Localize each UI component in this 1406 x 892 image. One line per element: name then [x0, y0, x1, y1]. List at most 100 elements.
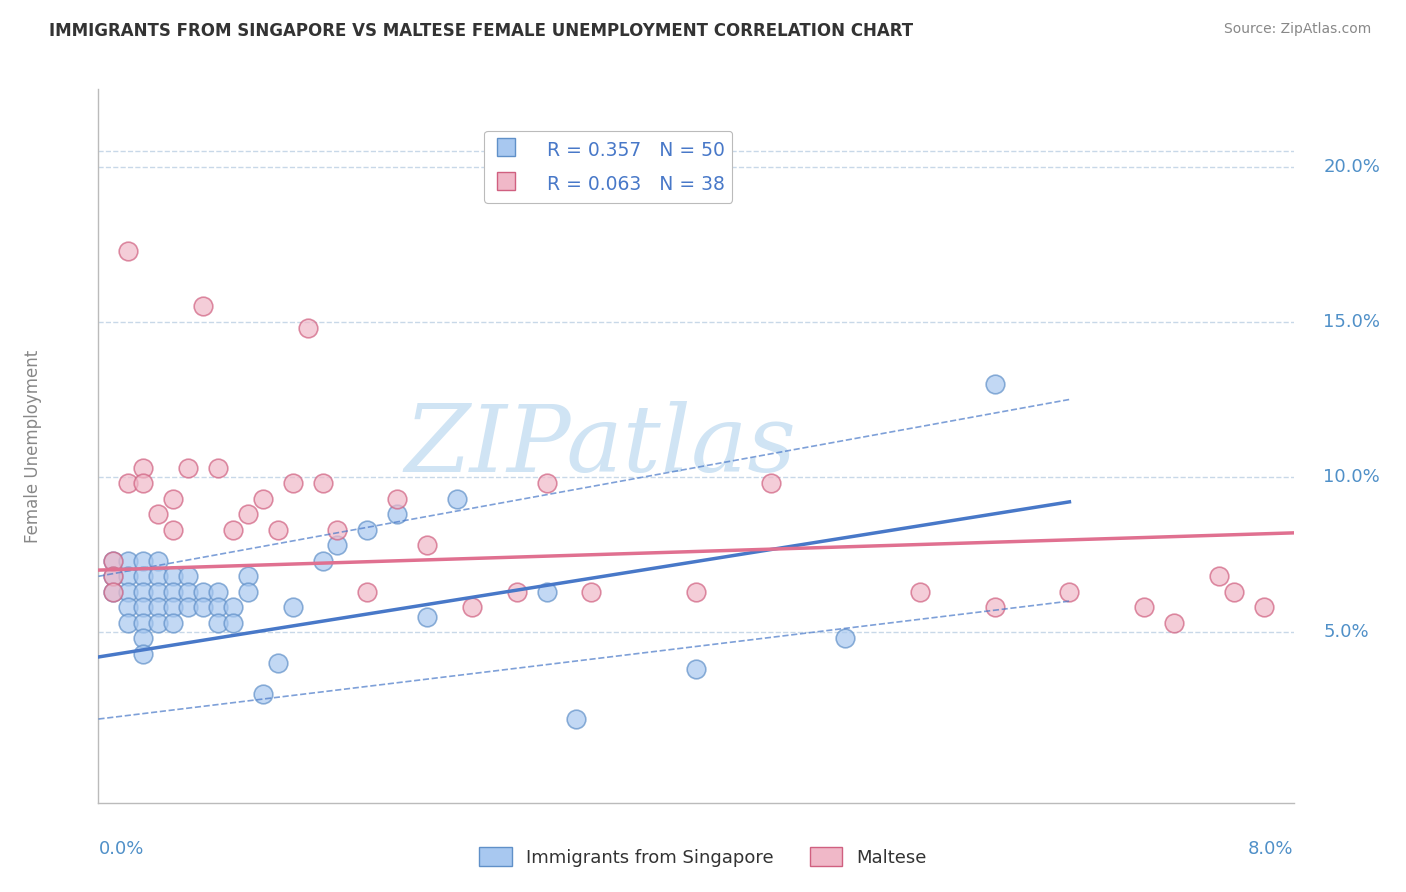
- Point: [236, 569, 259, 583]
- Point: [148, 615, 170, 630]
- Point: [267, 656, 290, 670]
- Point: [191, 584, 214, 599]
- Point: [177, 569, 200, 583]
- Text: ZIPatlas: ZIPatlas: [405, 401, 796, 491]
- Point: [162, 569, 184, 583]
- Point: [1163, 615, 1185, 630]
- Point: [385, 491, 409, 506]
- Point: [103, 569, 125, 583]
- Point: [117, 244, 139, 258]
- Point: [356, 584, 378, 599]
- Point: [117, 569, 139, 583]
- Point: [117, 554, 139, 568]
- Text: Source: ZipAtlas.com: Source: ZipAtlas.com: [1223, 22, 1371, 37]
- Point: [103, 554, 125, 568]
- Point: [177, 584, 200, 599]
- Point: [162, 523, 184, 537]
- Point: [222, 600, 245, 615]
- Point: [103, 584, 125, 599]
- Point: [1059, 584, 1081, 599]
- Point: [162, 615, 184, 630]
- Legend: Immigrants from Singapore, Maltese: Immigrants from Singapore, Maltese: [472, 840, 934, 874]
- Point: [385, 508, 409, 522]
- Point: [117, 584, 139, 599]
- Point: [281, 600, 304, 615]
- Point: [1222, 584, 1246, 599]
- Text: 5.0%: 5.0%: [1323, 624, 1369, 641]
- Point: [236, 508, 259, 522]
- Point: [132, 569, 155, 583]
- Point: [565, 712, 588, 726]
- Point: [281, 476, 304, 491]
- Point: [117, 615, 139, 630]
- Point: [311, 476, 333, 491]
- Point: [1253, 600, 1275, 615]
- Point: [207, 460, 229, 475]
- Point: [103, 569, 125, 583]
- Point: [581, 584, 603, 599]
- Point: [222, 615, 245, 630]
- Point: [356, 523, 378, 537]
- Point: [252, 491, 274, 506]
- Point: [908, 584, 931, 599]
- Point: [983, 600, 1005, 615]
- Legend:   R = 0.357   N = 50,   R = 0.063   N = 38: R = 0.357 N = 50, R = 0.063 N = 38: [484, 131, 733, 203]
- Text: 15.0%: 15.0%: [1323, 313, 1381, 331]
- Point: [207, 600, 229, 615]
- Point: [177, 600, 200, 615]
- Point: [132, 476, 155, 491]
- Point: [834, 632, 856, 646]
- Point: [267, 523, 290, 537]
- Point: [148, 600, 170, 615]
- Point: [191, 600, 214, 615]
- Point: [162, 584, 184, 599]
- Point: [191, 299, 214, 313]
- Text: 10.0%: 10.0%: [1323, 468, 1381, 486]
- Text: 0.0%: 0.0%: [98, 840, 143, 858]
- Point: [446, 491, 468, 506]
- Point: [685, 662, 707, 676]
- Point: [983, 376, 1005, 391]
- Point: [536, 476, 558, 491]
- Point: [759, 476, 782, 491]
- Point: [207, 615, 229, 630]
- Point: [148, 569, 170, 583]
- Point: [162, 491, 184, 506]
- Point: [132, 460, 155, 475]
- Text: Female Unemployment: Female Unemployment: [24, 350, 42, 542]
- Point: [685, 584, 707, 599]
- Point: [132, 615, 155, 630]
- Point: [536, 584, 558, 599]
- Text: IMMIGRANTS FROM SINGAPORE VS MALTESE FEMALE UNEMPLOYMENT CORRELATION CHART: IMMIGRANTS FROM SINGAPORE VS MALTESE FEM…: [49, 22, 914, 40]
- Point: [148, 584, 170, 599]
- Point: [252, 687, 274, 701]
- Point: [117, 600, 139, 615]
- Text: 8.0%: 8.0%: [1249, 840, 1294, 858]
- Point: [177, 460, 200, 475]
- Text: 20.0%: 20.0%: [1323, 158, 1381, 176]
- Point: [132, 647, 155, 661]
- Point: [117, 476, 139, 491]
- Point: [326, 523, 349, 537]
- Point: [103, 554, 125, 568]
- Point: [416, 609, 439, 624]
- Point: [461, 600, 484, 615]
- Point: [132, 584, 155, 599]
- Point: [132, 600, 155, 615]
- Point: [326, 538, 349, 552]
- Point: [132, 554, 155, 568]
- Point: [236, 584, 259, 599]
- Point: [103, 584, 125, 599]
- Point: [148, 508, 170, 522]
- Point: [506, 584, 529, 599]
- Point: [222, 523, 245, 537]
- Point: [297, 321, 319, 335]
- Point: [416, 538, 439, 552]
- Point: [1133, 600, 1156, 615]
- Point: [207, 584, 229, 599]
- Point: [1208, 569, 1230, 583]
- Point: [162, 600, 184, 615]
- Point: [132, 632, 155, 646]
- Point: [311, 554, 333, 568]
- Point: [148, 554, 170, 568]
